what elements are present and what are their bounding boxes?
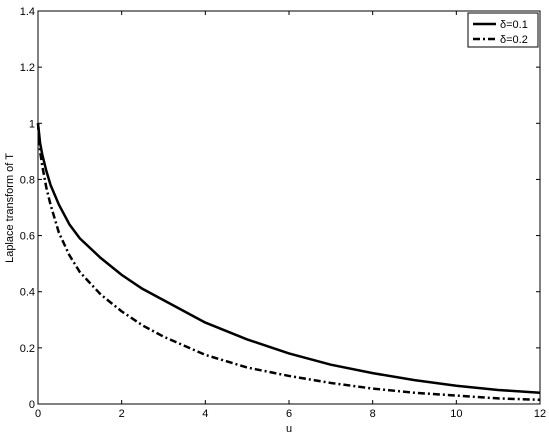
x-axis-label: u bbox=[286, 423, 292, 435]
x-axis: 0 2 4 6 8 10 12 bbox=[35, 11, 546, 420]
plot-area bbox=[37, 10, 541, 405]
legend: δ=0.1 δ=0.2 bbox=[467, 12, 539, 48]
y-tick-label: 0.4 bbox=[20, 287, 35, 299]
x-tick-label: 0 bbox=[35, 408, 41, 420]
series-layer bbox=[36, 123, 541, 402]
y-tick-label: 0.8 bbox=[20, 174, 35, 186]
x-tick-label: 12 bbox=[534, 408, 546, 420]
y-tick-label: 1 bbox=[29, 118, 35, 130]
legend-entry-delta-0.1: δ=0.1 bbox=[500, 19, 528, 31]
y-tick-label: 0.2 bbox=[20, 343, 35, 355]
y-tick-label: 0 bbox=[29, 399, 35, 411]
y-tick-label: 0.6 bbox=[20, 231, 35, 243]
x-tick-label: 2 bbox=[119, 408, 125, 420]
y-tick-label: 1.4 bbox=[20, 6, 35, 18]
legend-entry-delta-0.2: δ=0.2 bbox=[500, 34, 528, 46]
series-line-2 bbox=[36, 123, 541, 402]
y-tick-label: 1.2 bbox=[20, 62, 35, 74]
x-tick-label: 8 bbox=[370, 408, 376, 420]
y-axis: 0 0.2 0.4 0.6 0.8 1 1.2 1.4 bbox=[20, 6, 540, 411]
x-tick-label: 4 bbox=[202, 408, 208, 420]
x-tick-label: 6 bbox=[286, 408, 292, 420]
y-axis-label: Laplace transform of T bbox=[4, 153, 16, 263]
x-tick-label: 10 bbox=[450, 408, 462, 420]
series-line-1 bbox=[36, 123, 541, 395]
legend-box bbox=[467, 12, 539, 48]
